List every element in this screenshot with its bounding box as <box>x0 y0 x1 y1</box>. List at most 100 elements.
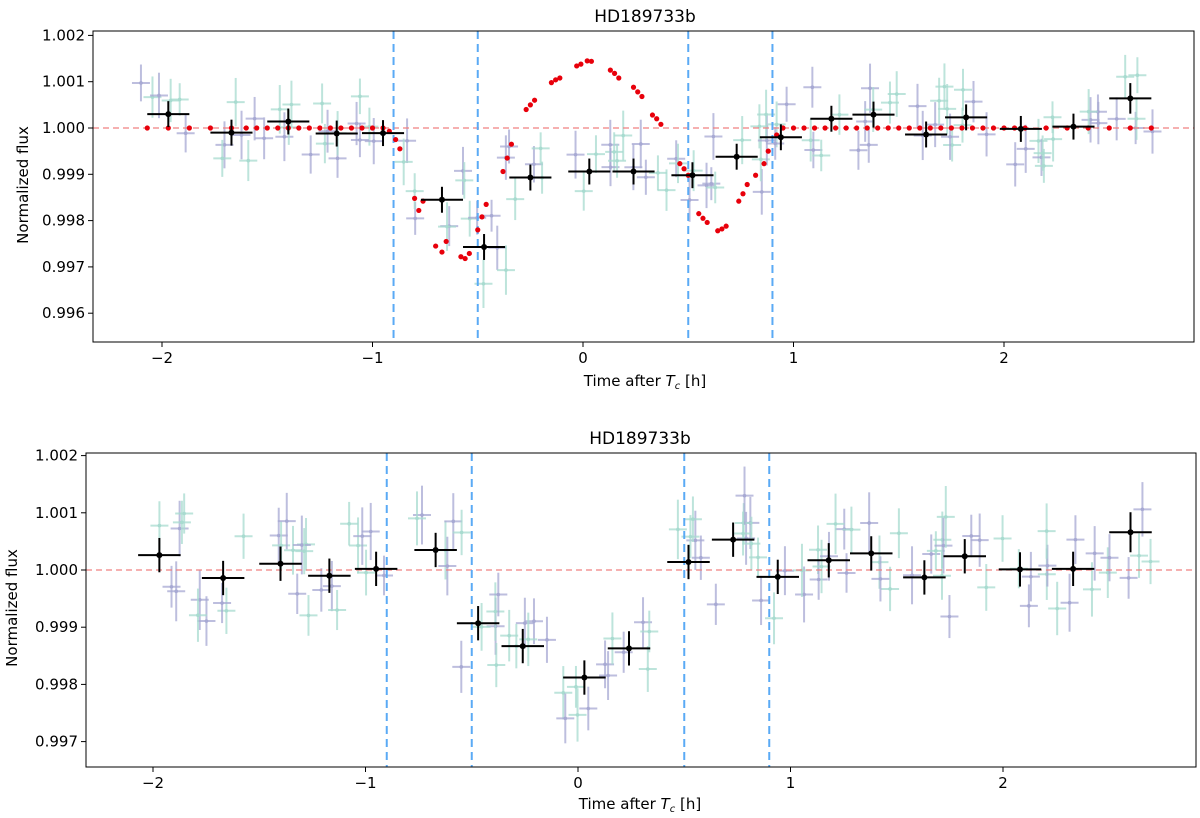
raw-point <box>1036 139 1041 143</box>
raw-point <box>594 152 598 156</box>
raw-point <box>933 122 937 127</box>
raw-point <box>1123 74 1127 79</box>
raw-point <box>819 564 824 569</box>
model-point <box>548 80 555 86</box>
model-point <box>243 125 249 131</box>
chart-title: HD189733b <box>589 429 691 449</box>
model-point <box>790 125 797 131</box>
raw-point <box>574 685 578 689</box>
raw-point <box>1029 574 1033 579</box>
binned-point <box>481 243 488 250</box>
model-point <box>715 228 721 234</box>
raw-point <box>295 592 300 596</box>
raw-point <box>915 104 920 108</box>
binned-point <box>1017 125 1024 132</box>
binned-point <box>1017 566 1023 573</box>
model-point <box>504 155 510 161</box>
raw-point <box>358 138 362 142</box>
x-tick-label: −1 <box>354 774 376 792</box>
binned-point <box>921 574 928 581</box>
binned-point <box>333 130 340 137</box>
model-point <box>306 125 312 131</box>
model-point <box>1043 125 1049 131</box>
raw-point <box>196 613 200 618</box>
model-point <box>553 77 559 83</box>
model-point <box>1127 125 1133 131</box>
model-point <box>574 63 580 69</box>
model-point <box>980 125 986 131</box>
raw-point <box>606 673 610 678</box>
model-point <box>616 75 622 81</box>
binned-point <box>961 553 968 560</box>
raw-point <box>656 171 660 175</box>
model-point <box>397 146 403 152</box>
model-point <box>296 125 302 131</box>
raw-point <box>1040 151 1045 155</box>
raw-point <box>759 157 763 162</box>
binned-point <box>432 546 439 553</box>
raw-point <box>1023 147 1028 151</box>
raw-point <box>759 190 764 194</box>
binned-point <box>156 552 163 559</box>
model-point <box>611 70 618 76</box>
raw-point <box>279 543 283 548</box>
model-point <box>327 125 333 131</box>
raw-point <box>647 629 652 634</box>
raw-point <box>984 132 989 137</box>
binned-point <box>373 565 380 572</box>
y-tick-label: 1.002 <box>35 447 78 465</box>
raw-point <box>837 112 842 117</box>
raw-point <box>459 530 464 535</box>
model-point <box>649 112 656 118</box>
raw-point <box>863 119 867 124</box>
raw-point <box>262 136 266 141</box>
raw-point <box>947 614 952 619</box>
raw-point <box>688 534 693 539</box>
model-point <box>338 125 344 131</box>
model-point <box>658 121 664 127</box>
raw-point <box>573 152 578 157</box>
raw-point <box>1045 563 1050 568</box>
model-point <box>479 214 485 220</box>
raw-point <box>180 520 184 525</box>
raw-point <box>1055 606 1059 611</box>
raw-point <box>532 619 536 624</box>
raw-point <box>364 570 368 575</box>
model-point <box>607 67 613 73</box>
raw-point <box>1086 109 1091 114</box>
raw-point <box>878 577 883 581</box>
model-point <box>584 58 590 64</box>
raw-point <box>621 650 626 655</box>
raw-point <box>934 549 938 553</box>
raw-point <box>833 522 838 526</box>
raw-point <box>608 142 613 147</box>
model-point <box>531 97 538 103</box>
y-tick-label: 0.996 <box>42 304 85 322</box>
raw-point <box>811 148 816 152</box>
panel-top: HD189733b Normalized flux Time after Tc … <box>14 7 1195 392</box>
raw-point <box>610 636 615 641</box>
plot-area <box>93 31 1194 342</box>
raw-point <box>224 609 229 613</box>
raw-point <box>941 543 946 548</box>
model-point <box>466 250 472 257</box>
model-point <box>588 58 595 64</box>
raw-point <box>489 213 494 218</box>
plot-frame <box>85 452 1197 768</box>
raw-points <box>131 54 1162 309</box>
x-tick-label: 1 <box>789 349 799 367</box>
raw-point <box>289 102 294 107</box>
binned-point <box>1127 529 1134 536</box>
binned-point <box>326 572 333 579</box>
raw-point <box>714 602 718 607</box>
model-point <box>833 125 839 131</box>
binned-point <box>630 168 637 175</box>
model-point <box>753 172 759 178</box>
model-point <box>630 84 637 90</box>
y-tick-label: 1.002 <box>42 26 85 44</box>
raw-point <box>177 97 182 102</box>
raw-point <box>612 150 616 154</box>
raw-point <box>1140 507 1145 512</box>
raw-point <box>849 527 854 532</box>
raw-point <box>969 534 974 538</box>
